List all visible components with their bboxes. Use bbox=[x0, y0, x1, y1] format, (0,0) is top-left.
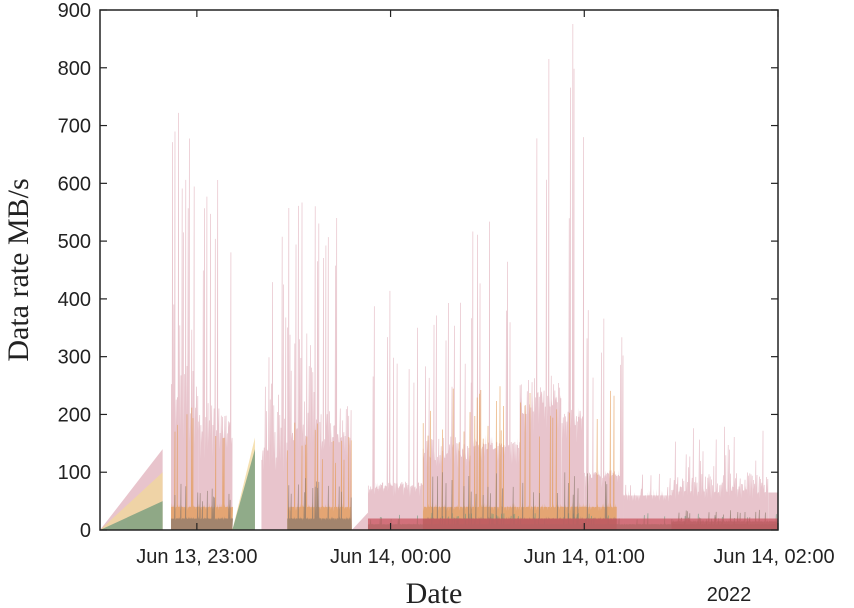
series-orange bbox=[171, 386, 617, 530]
area-segment bbox=[623, 473, 672, 530]
y-tick-label: 0 bbox=[80, 520, 91, 542]
x-axis: Jun 13, 23:00 Jun 14, 00:00 Jun 14, 01:00 J… bbox=[136, 10, 835, 568]
x-tick-label: Jun 13, 23:00 bbox=[136, 546, 257, 568]
x-tick-label: Jun 14, 02:00 bbox=[713, 546, 834, 568]
area-segment bbox=[422, 386, 617, 530]
area-segment bbox=[100, 501, 163, 530]
area-segment bbox=[367, 518, 778, 530]
y-tick-label: 300 bbox=[58, 347, 91, 369]
plot-area bbox=[100, 24, 778, 531]
area-segment bbox=[671, 426, 769, 530]
area-segment bbox=[422, 472, 617, 530]
y-tick-label: 700 bbox=[58, 116, 91, 138]
area-segment bbox=[351, 512, 368, 530]
x-axis-title: Date bbox=[406, 577, 463, 608]
x-tick-label: Jun 14, 00:00 bbox=[330, 546, 451, 568]
area-segment bbox=[471, 221, 521, 530]
area-segment bbox=[261, 236, 288, 530]
area-segment bbox=[287, 202, 320, 530]
area-segment bbox=[287, 478, 352, 530]
y-tick-label: 500 bbox=[58, 231, 91, 253]
area-segment bbox=[171, 483, 233, 530]
y-tick-label: 600 bbox=[58, 173, 91, 195]
x-tick-label: Jun 14, 01:00 bbox=[524, 546, 645, 568]
area-segment bbox=[519, 58, 562, 531]
area-segment bbox=[367, 290, 423, 530]
area-segment bbox=[319, 218, 352, 530]
series-red bbox=[367, 518, 778, 530]
y-tick-label: 800 bbox=[58, 58, 91, 80]
y-tick-label: 400 bbox=[58, 289, 91, 311]
area-segment bbox=[171, 407, 233, 530]
area-segment bbox=[232, 449, 255, 530]
area-segment bbox=[561, 24, 585, 531]
y-tick-label: 900 bbox=[58, 0, 91, 22]
x-axis-year-label: 2022 bbox=[707, 584, 752, 606]
area-segment bbox=[584, 310, 624, 530]
y-axis: 0 100 200 300 400 500 600 700 800 900 bbox=[58, 0, 778, 542]
y-tick-label: 100 bbox=[58, 462, 91, 484]
axes-box bbox=[99, 9, 779, 531]
series-total bbox=[100, 24, 778, 531]
area-segment bbox=[287, 422, 352, 530]
y-tick-label: 200 bbox=[58, 404, 91, 426]
y-axis-title: Data rate MB/s bbox=[2, 178, 35, 361]
